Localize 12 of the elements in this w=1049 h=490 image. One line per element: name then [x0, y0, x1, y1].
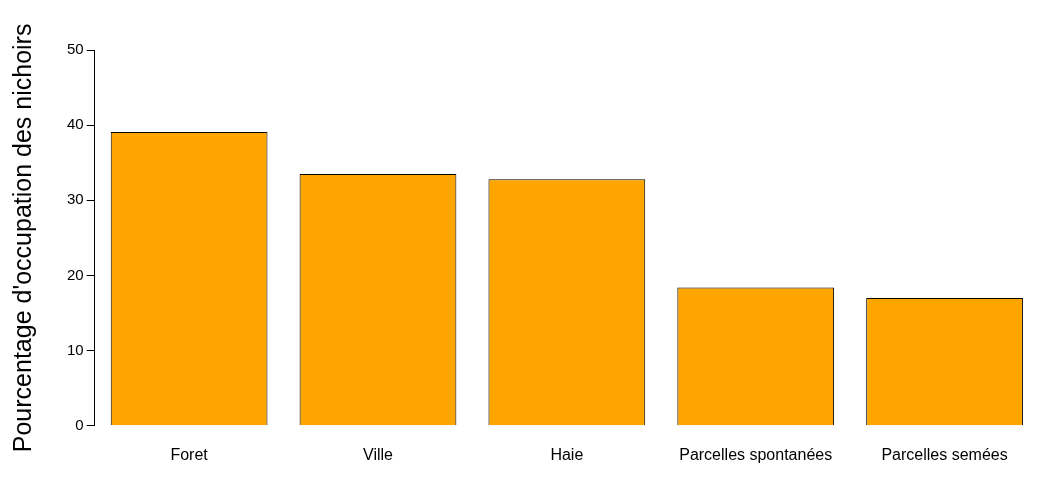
y-tick-label: 50 [67, 40, 84, 58]
y-tick-label: 10 [67, 340, 84, 358]
x-tick-label: Haie [550, 445, 584, 463]
y-tick-label: 30 [67, 190, 84, 208]
y-tick-label: 20 [67, 265, 84, 283]
y-tick-label: 0 [75, 415, 84, 433]
x-tick-label: Parcelles semées [881, 445, 1008, 463]
y-tick-label: 40 [67, 115, 84, 133]
x-tick-label: Foret [170, 445, 209, 463]
x-tick-label: Parcelles spontanées [679, 445, 833, 463]
y-axis-title: Pourcentage d'occupation des nichoirs [7, 23, 36, 453]
x-tick-label: Ville [363, 445, 394, 463]
